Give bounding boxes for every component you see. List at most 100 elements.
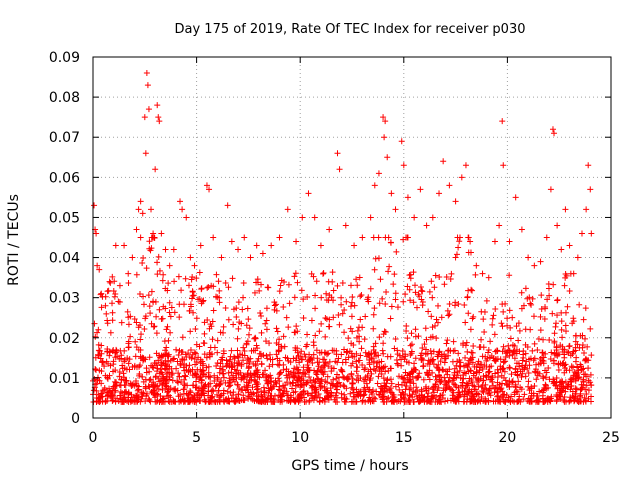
data-point — [114, 353, 121, 360]
data-point — [200, 360, 207, 367]
data-point — [472, 386, 479, 393]
data-point — [480, 373, 487, 380]
data-point — [230, 321, 237, 328]
data-point — [162, 347, 169, 354]
data-point — [200, 297, 207, 304]
data-point — [423, 222, 430, 229]
data-point — [562, 398, 569, 405]
data-point — [225, 383, 232, 390]
data-point — [469, 382, 476, 389]
data-point — [559, 360, 566, 367]
data-point — [444, 397, 451, 404]
data-point — [263, 305, 270, 312]
data-point — [260, 352, 267, 359]
data-point — [237, 369, 244, 376]
data-point — [255, 398, 262, 405]
data-point — [572, 332, 579, 339]
data-point — [165, 392, 172, 399]
data-point — [193, 341, 200, 348]
data-point — [248, 391, 255, 398]
data-point — [570, 318, 577, 325]
data-point — [266, 351, 273, 358]
data-point — [296, 359, 303, 366]
data-point — [515, 378, 522, 385]
data-point — [348, 384, 355, 391]
data-point — [270, 381, 277, 388]
data-point — [378, 384, 385, 391]
data-point — [376, 334, 383, 341]
axis-ticks: 0 5 10 15 20 25 0 0.01 0.02 0.03 0.04 0.05 0.06 0.07 0… — [49, 50, 620, 446]
data-point — [513, 323, 520, 330]
data-point — [506, 364, 513, 371]
data-point — [540, 354, 547, 361]
data-point — [212, 293, 219, 300]
data-point — [382, 118, 389, 125]
data-point — [290, 389, 297, 396]
data-point — [109, 397, 116, 404]
data-point — [156, 267, 163, 274]
data-point — [527, 300, 534, 307]
data-point — [515, 320, 522, 327]
data-point — [195, 387, 202, 394]
data-point — [452, 398, 459, 405]
data-point — [258, 393, 265, 400]
data-point — [519, 370, 526, 377]
data-point — [262, 395, 269, 402]
data-point — [345, 335, 352, 342]
data-point — [179, 349, 186, 356]
data-point — [162, 385, 169, 392]
data-point — [216, 299, 223, 306]
data-point — [483, 374, 490, 381]
data-point — [217, 381, 224, 388]
data-point — [567, 270, 574, 277]
data-point — [244, 384, 251, 391]
data-point — [181, 301, 188, 308]
data-point — [204, 284, 211, 291]
data-point — [218, 254, 225, 261]
data-point — [290, 355, 297, 362]
data-point — [561, 369, 568, 376]
data-point — [313, 347, 320, 354]
data-point — [121, 389, 128, 396]
data-point — [285, 397, 292, 404]
data-point — [228, 369, 235, 376]
data-point — [146, 354, 153, 361]
data-point — [192, 350, 199, 357]
data-point — [96, 347, 103, 354]
data-point — [479, 353, 486, 360]
data-point — [343, 385, 350, 392]
data-point — [351, 302, 358, 309]
data-point — [292, 398, 299, 405]
data-point — [452, 198, 459, 205]
data-point — [122, 397, 129, 404]
data-point — [446, 311, 453, 318]
data-point — [214, 360, 221, 367]
data-point — [168, 304, 175, 311]
data-point — [583, 206, 590, 213]
data-point — [554, 296, 561, 303]
data-point — [463, 339, 470, 346]
data-point — [533, 376, 540, 383]
data-point — [358, 345, 365, 352]
data-point — [280, 304, 287, 311]
data-point — [191, 262, 198, 269]
data-point — [568, 382, 575, 389]
data-point — [326, 316, 333, 323]
data-point — [342, 398, 349, 405]
data-point — [271, 398, 278, 405]
data-point — [374, 380, 381, 387]
data-point — [174, 378, 181, 385]
data-point — [219, 363, 226, 370]
data-point — [407, 297, 414, 304]
data-point — [404, 194, 411, 201]
data-point — [310, 342, 317, 349]
data-point — [136, 372, 143, 379]
data-point — [301, 394, 308, 401]
data-point — [193, 275, 200, 282]
data-point — [326, 292, 333, 299]
data-point — [494, 347, 501, 354]
data-point — [152, 298, 159, 305]
data-point — [348, 370, 355, 377]
data-point — [580, 371, 587, 378]
data-point — [98, 304, 105, 311]
